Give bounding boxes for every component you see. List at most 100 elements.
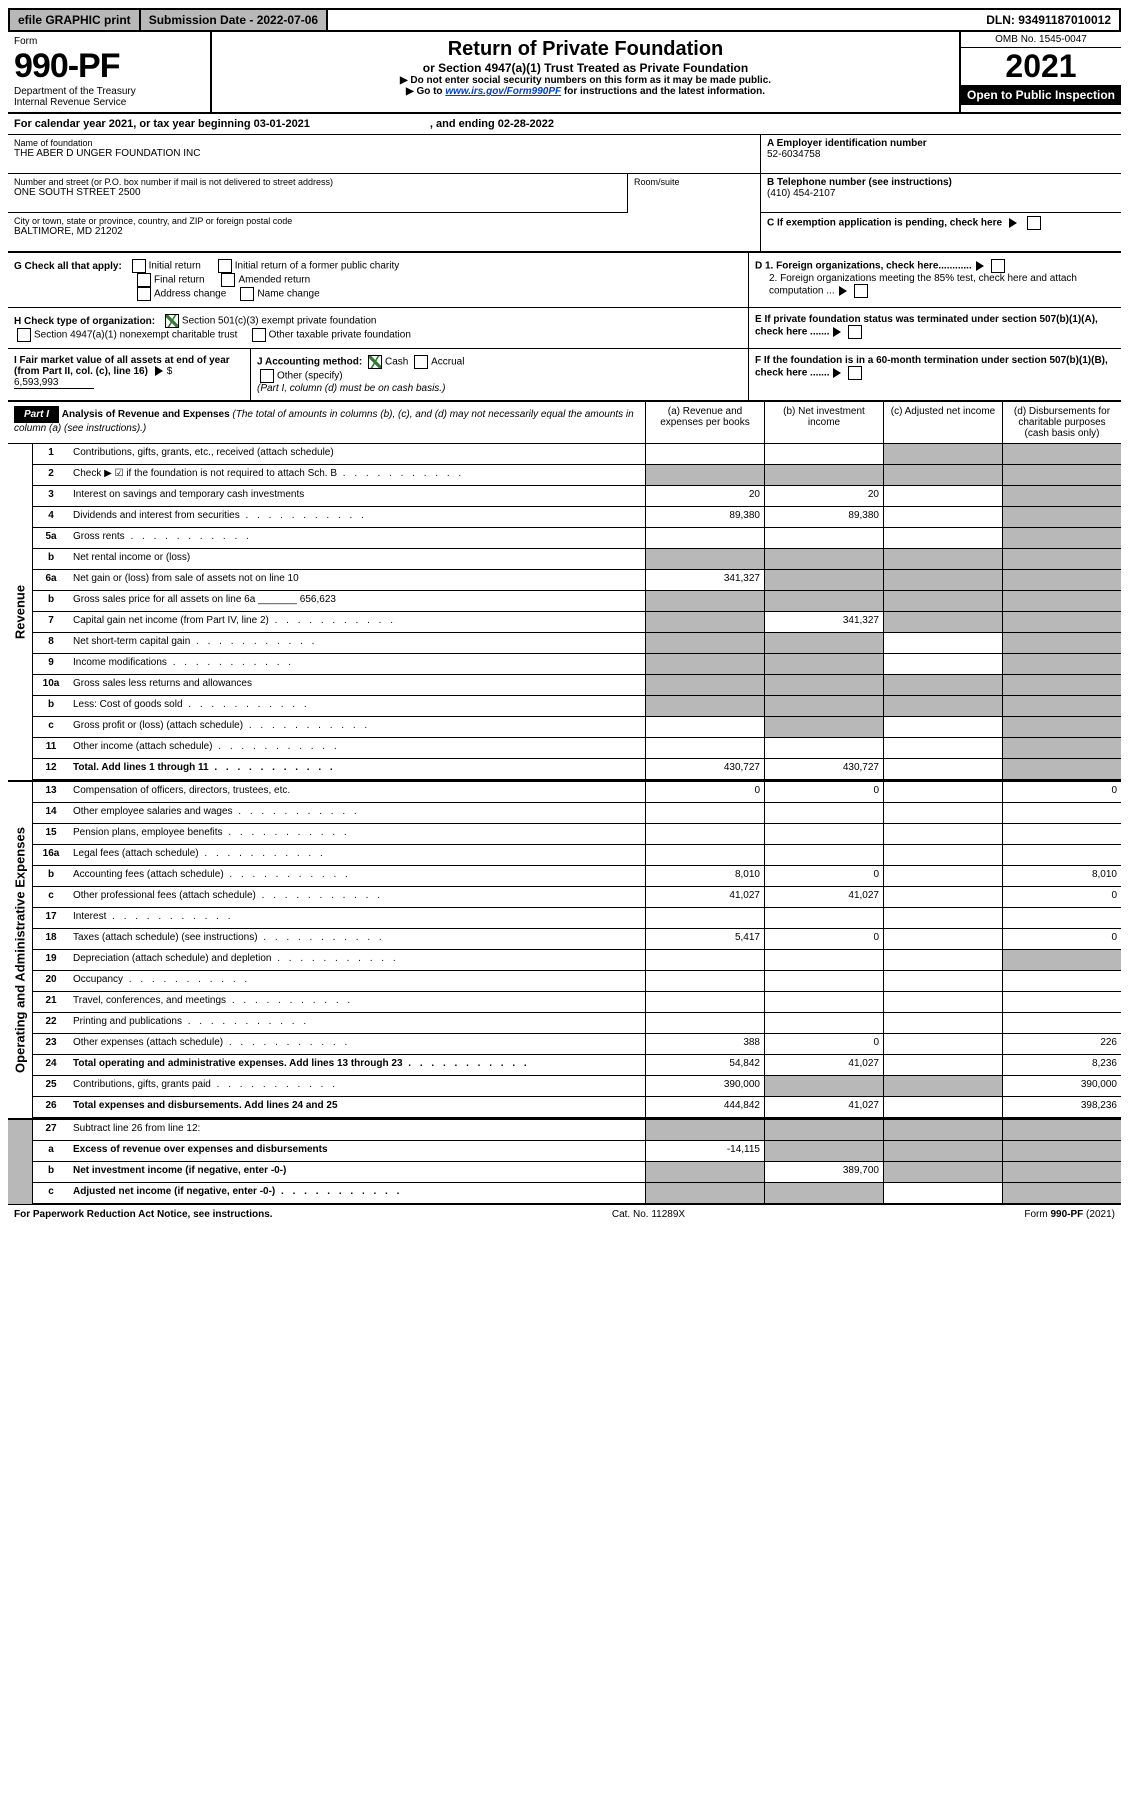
- address-field: Number and street (or P.O. box number if…: [8, 174, 628, 213]
- checkbox-d1[interactable]: [991, 259, 1005, 273]
- amount-cell: 89,380: [764, 507, 883, 527]
- checkbox-other-tax[interactable]: [252, 328, 266, 342]
- table-row: cGross profit or (loss) (attach schedule…: [33, 717, 1121, 738]
- line-description: Check ▶ ☑ if the foundation is not requi…: [69, 465, 645, 485]
- line-description: Less: Cost of goods sold: [69, 696, 645, 716]
- amount-cell: [883, 992, 1002, 1012]
- table-row: 4Dividends and interest from securities8…: [33, 507, 1121, 528]
- table-row: 20Occupancy: [33, 971, 1121, 992]
- amount-cell: [764, 908, 883, 928]
- line-number: 18: [33, 929, 69, 949]
- line-description: Other employee salaries and wages: [69, 803, 645, 823]
- table-row: 22Printing and publications: [33, 1013, 1121, 1034]
- amount-cell: 41,027: [764, 887, 883, 907]
- checkbox-501c3[interactable]: [165, 314, 179, 328]
- line-description: Taxes (attach schedule) (see instruction…: [69, 929, 645, 949]
- amount-cell: [883, 782, 1002, 802]
- amount-cell: [764, 633, 883, 653]
- exemption-field: C If exemption application is pending, c…: [761, 213, 1121, 251]
- amount-cell: [883, 1013, 1002, 1033]
- line-number: b: [33, 866, 69, 886]
- amount-cell: [883, 654, 1002, 674]
- amount-cell: [764, 591, 883, 611]
- line-description: Subtract line 26 from line 12:: [69, 1120, 645, 1140]
- amount-cell: [764, 1183, 883, 1203]
- checkbox-name-change[interactable]: [240, 287, 254, 301]
- checkbox-final[interactable]: [137, 273, 151, 287]
- amount-cell: [883, 1076, 1002, 1096]
- top-bar: efile GRAPHIC print Submission Date - 20…: [8, 8, 1121, 32]
- line-description: Contributions, gifts, grants, etc., rece…: [69, 444, 645, 464]
- checkbox-accrual[interactable]: [414, 355, 428, 369]
- col-c-header: (c) Adjusted net income: [883, 402, 1002, 443]
- amount-cell: [764, 971, 883, 991]
- efile-button[interactable]: efile GRAPHIC print: [10, 10, 141, 30]
- line-description: Excess of revenue over expenses and disb…: [69, 1141, 645, 1161]
- checkbox-d2[interactable]: [854, 284, 868, 298]
- amount-cell: 388: [645, 1034, 764, 1054]
- amount-cell: [883, 929, 1002, 949]
- amount-cell: [883, 1097, 1002, 1117]
- footer-left: For Paperwork Reduction Act Notice, see …: [14, 1209, 273, 1220]
- amount-cell: 41,027: [645, 887, 764, 907]
- line-description: Gross sales price for all assets on line…: [69, 591, 645, 611]
- amount-cell: [645, 633, 764, 653]
- amount-cell: [764, 444, 883, 464]
- amount-cell: 430,727: [645, 759, 764, 779]
- amount-cell: [645, 950, 764, 970]
- amount-cell: [883, 612, 1002, 632]
- amount-cell: [764, 465, 883, 485]
- amount-cell: 0: [764, 1034, 883, 1054]
- checkbox-c[interactable]: [1027, 216, 1041, 230]
- amount-cell: 8,236: [1002, 1055, 1121, 1075]
- checkbox-initial-former[interactable]: [218, 259, 232, 273]
- checkbox-4947[interactable]: [17, 328, 31, 342]
- table-row: cAdjusted net income (if negative, enter…: [33, 1183, 1121, 1204]
- line-description: Gross sales less returns and allowances: [69, 675, 645, 695]
- amount-cell: [883, 845, 1002, 865]
- checkbox-e[interactable]: [848, 325, 862, 339]
- amount-cell: [645, 803, 764, 823]
- amount-cell: [645, 992, 764, 1012]
- line-description: Income modifications: [69, 654, 645, 674]
- amount-cell: [764, 675, 883, 695]
- amount-cell: [883, 696, 1002, 716]
- amount-cell: 390,000: [645, 1076, 764, 1096]
- omb-number: OMB No. 1545-0047: [961, 32, 1121, 48]
- line-number: 7: [33, 612, 69, 632]
- instruction-2: ▶ Go to www.irs.gov/Form990PF for instru…: [218, 86, 953, 97]
- amount-cell: [1002, 759, 1121, 779]
- check-e-section: E If private foundation status was termi…: [748, 308, 1121, 348]
- line-description: Travel, conferences, and meetings: [69, 992, 645, 1012]
- amount-cell: [645, 908, 764, 928]
- amount-cell: [1002, 824, 1121, 844]
- amount-cell: [764, 1141, 883, 1161]
- table-row: 2Check ▶ ☑ if the foundation is not requ…: [33, 465, 1121, 486]
- amount-cell: [1002, 1183, 1121, 1203]
- checkbox-initial[interactable]: [132, 259, 146, 273]
- amount-cell: [764, 549, 883, 569]
- line-description: Net short-term capital gain: [69, 633, 645, 653]
- final-label-bar: [8, 1120, 33, 1204]
- checkbox-f[interactable]: [848, 366, 862, 380]
- irs-link[interactable]: www.irs.gov/Form990PF: [445, 86, 561, 97]
- checkbox-cash[interactable]: [368, 355, 382, 369]
- amount-cell: [645, 612, 764, 632]
- checkbox-amended[interactable]: [221, 273, 235, 287]
- amount-cell: [883, 507, 1002, 527]
- line-number: c: [33, 717, 69, 737]
- table-row: 27Subtract line 26 from line 12:: [33, 1120, 1121, 1141]
- amount-cell: [1002, 908, 1121, 928]
- line-description: Interest: [69, 908, 645, 928]
- line-number: 5a: [33, 528, 69, 548]
- checkbox-other-method[interactable]: [260, 369, 274, 383]
- year-block: OMB No. 1545-0047 2021 Open to Public In…: [959, 32, 1121, 112]
- line-description: Adjusted net income (if negative, enter …: [69, 1183, 645, 1203]
- city-field: City or town, state or province, country…: [8, 213, 760, 251]
- amount-cell: [645, 528, 764, 548]
- line-number: 22: [33, 1013, 69, 1033]
- table-row: 13Compensation of officers, directors, t…: [33, 782, 1121, 803]
- table-row: 12Total. Add lines 1 through 11430,72743…: [33, 759, 1121, 780]
- table-row: 1Contributions, gifts, grants, etc., rec…: [33, 444, 1121, 465]
- arrow-icon: [833, 368, 841, 378]
